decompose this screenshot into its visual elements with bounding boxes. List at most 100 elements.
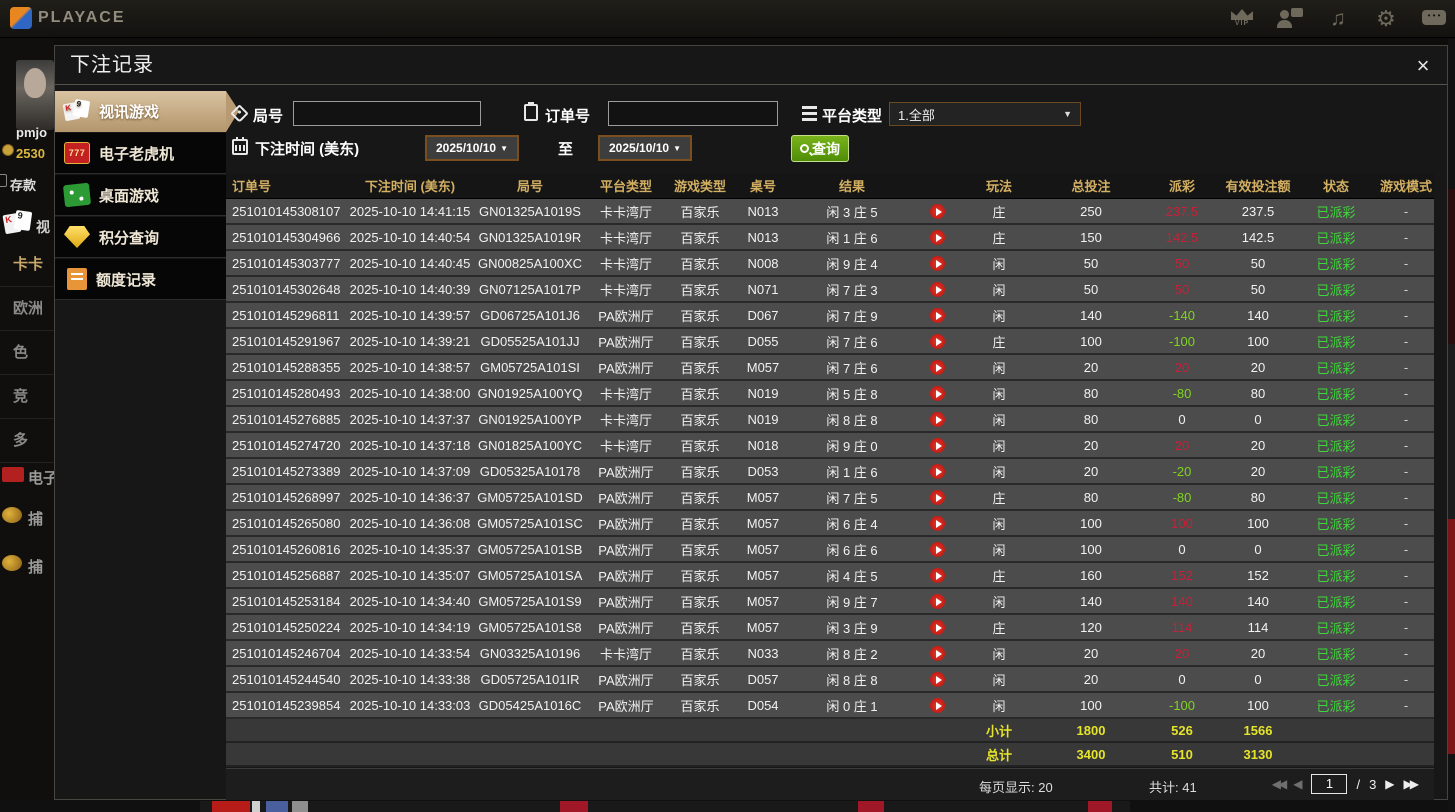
video-games-tab-fragment[interactable]: 视: [36, 219, 50, 235]
replay-play-icon[interactable]: [929, 229, 945, 245]
replay-play-icon[interactable]: [929, 281, 945, 297]
brand-logo[interactable]: PLAYACE: [10, 7, 126, 29]
replay-play-icon[interactable]: [929, 255, 945, 271]
replay-play-icon[interactable]: [929, 437, 945, 453]
replay-play-icon[interactable]: [929, 411, 945, 427]
replay-play-icon[interactable]: [929, 515, 945, 531]
cell-game-mode: -: [1403, 307, 1409, 323]
brand-name: PLAYACE: [38, 9, 126, 26]
search-button[interactable]: 查询: [791, 135, 849, 162]
order-input[interactable]: [608, 101, 778, 126]
cell-round-id: GM05725A101S9: [478, 593, 582, 609]
slots-nav-icon: [2, 467, 24, 482]
cell-status: 已派彩: [1316, 698, 1356, 714]
platform-label: 平台类型: [822, 108, 883, 125]
table-row: 251010145239854 2025-10-10 14:33:03 GD05…: [226, 693, 1434, 719]
cell-order-number: 251010145276885: [232, 411, 341, 427]
lobby-nav-item[interactable]: 卡卡: [0, 243, 54, 287]
customer-service-icon[interactable]: [1277, 7, 1303, 31]
cell-round-id: GM05725A101S8: [478, 619, 582, 635]
cell-status: 已派彩: [1316, 412, 1356, 428]
cell-order-number: 251010145268997: [232, 489, 341, 505]
cell-result: 闲 8 庄 8: [826, 412, 878, 428]
cell-platform: PA欧洲厅: [598, 308, 654, 324]
page-number-input[interactable]: 1: [1311, 774, 1348, 794]
replay-play-icon[interactable]: [929, 307, 945, 323]
cell-status: 已派彩: [1316, 386, 1356, 402]
date-to-picker[interactable]: 2025/10/10 ▼: [598, 135, 692, 161]
last-page-icon[interactable]: ▶▶: [1403, 777, 1420, 791]
settings-gear-icon[interactable]: ⚙: [1376, 6, 1396, 31]
replay-play-icon[interactable]: [929, 671, 945, 687]
cell-payout: -100: [1168, 333, 1196, 349]
cell-valid-bet: 237.5: [1241, 203, 1275, 219]
prev-page-icon[interactable]: ◀: [1293, 777, 1303, 791]
cell-valid-bet: 20: [1250, 359, 1266, 375]
sidebar-tab[interactable]: 桌面游戏: [55, 175, 226, 216]
cell-table-number: N071: [747, 281, 779, 297]
music-icon[interactable]: ♫: [1330, 7, 1346, 30]
cell-valid-bet: 80: [1250, 489, 1266, 505]
replay-play-icon[interactable]: [929, 697, 945, 713]
first-page-icon[interactable]: ◀◀: [1271, 777, 1288, 791]
deposit-button[interactable]: 存款: [10, 178, 37, 193]
close-icon[interactable]: ×: [1411, 54, 1435, 78]
replay-play-icon[interactable]: [929, 359, 945, 375]
cell-order-number: 251010145288355: [232, 359, 341, 375]
vip-icon[interactable]: VIP: [1229, 7, 1255, 31]
cell-result: 闲 3 庄 5: [826, 204, 878, 220]
chat-icon[interactable]: [1421, 7, 1447, 31]
sidebar-tab[interactable]: 视讯游戏: [55, 91, 239, 132]
replay-play-icon[interactable]: [929, 619, 945, 635]
lobby-nav-item[interactable]: 色: [0, 331, 54, 375]
sidebar-tab[interactable]: 额度记录: [55, 259, 226, 300]
cell-game-type: 百家乐: [680, 412, 720, 428]
cell-status: 已派彩: [1316, 282, 1356, 298]
replay-play-icon[interactable]: [929, 203, 945, 219]
replay-play-icon[interactable]: [929, 385, 945, 401]
cell-game-type: 百家乐: [680, 568, 720, 584]
table-row: 251010145244540 2025-10-10 14:33:38 GD05…: [226, 667, 1434, 693]
lobby-nav-item[interactable]: 电子: [28, 470, 54, 487]
replay-play-icon[interactable]: [929, 645, 945, 661]
replay-play-icon[interactable]: [929, 593, 945, 609]
per-page-label: 每页显示: 20: [979, 780, 1053, 795]
cell-game-type: 百家乐: [680, 516, 720, 532]
cell-round-id: GD05325A10178: [479, 463, 581, 479]
cell-table-number: D054: [747, 697, 779, 713]
lobby-nav-item[interactable]: 多: [0, 419, 54, 463]
sidebar-tab[interactable]: 积分查询: [55, 217, 226, 258]
cell-play-type: 闲: [992, 438, 1006, 454]
cell-round-id: GM05725A101SD: [477, 489, 583, 505]
cell-bet-time: 2025-10-10 14:40:39: [349, 281, 471, 297]
cell-round-id: GM05725A101SI: [480, 359, 580, 375]
platform-select[interactable]: 1.全部 ▼: [889, 102, 1081, 126]
avatar[interactable]: [16, 60, 54, 130]
next-page-icon[interactable]: ▶: [1385, 777, 1395, 791]
cell-game-type: 百家乐: [680, 230, 720, 246]
cell-platform: 卡卡湾厅: [599, 646, 652, 662]
lobby-nav-item[interactable]: 欧洲: [0, 287, 54, 331]
cell-play-type: 闲: [992, 594, 1006, 610]
table-row: 251010145268997 2025-10-10 14:36:37 GM05…: [226, 485, 1434, 511]
cell-play-type: 庄: [992, 334, 1006, 350]
replay-play-icon[interactable]: [929, 333, 945, 349]
cell-platform: PA欧洲厅: [598, 360, 654, 376]
sidebar-tab-label: 桌面游戏: [99, 187, 160, 205]
lobby-nav-item[interactable]: 捕: [28, 559, 44, 576]
sidebar-tab[interactable]: 电子老虎机: [55, 133, 226, 174]
date-from-picker[interactable]: 2025/10/10 ▼: [425, 135, 519, 161]
replay-play-icon[interactable]: [929, 567, 945, 583]
username-text: pmjo: [16, 125, 48, 140]
cell-order-number: 251010145304966: [232, 229, 341, 245]
replay-play-icon[interactable]: [929, 541, 945, 557]
cell-game-mode: -: [1403, 229, 1409, 245]
cell-total-bet: 20: [1083, 437, 1099, 453]
replay-play-icon[interactable]: [929, 463, 945, 479]
lobby-nav-item[interactable]: 竞: [0, 375, 54, 419]
lobby-nav-item[interactable]: 捕: [28, 511, 44, 528]
cell-table-number: N013: [747, 229, 779, 245]
round-input[interactable]: [293, 101, 481, 126]
replay-play-icon[interactable]: [929, 489, 945, 505]
title-divider: [55, 84, 1447, 85]
